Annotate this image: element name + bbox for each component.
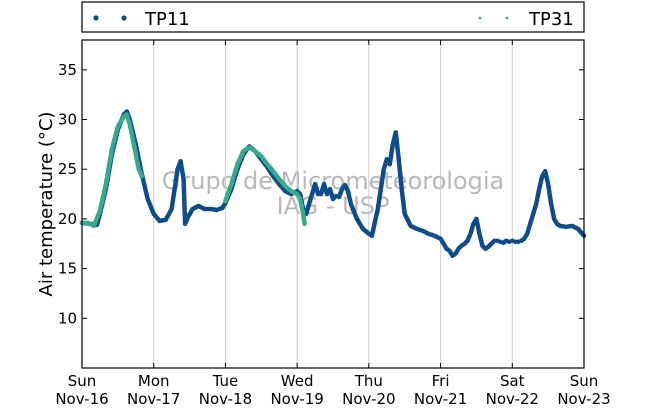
y-tick-label: 35 <box>58 61 77 79</box>
x-tick-label-day: Fri <box>432 372 450 390</box>
legend-marker <box>505 16 509 20</box>
y-axis-label: Air temperature (°C) <box>36 112 57 297</box>
x-tick-label-day: Mon <box>138 372 170 390</box>
legend-marker <box>93 15 99 21</box>
watermark: Grupo de Micrometeorologia IAG - USP <box>162 167 504 220</box>
x-tick-label-date: Nov-21 <box>414 390 467 408</box>
y-tick-label: 25 <box>58 160 77 178</box>
x-tick-label-day: Sun <box>570 372 599 390</box>
x-tick-label-date: Nov-20 <box>342 390 395 408</box>
legend-item-tp31: TP31 <box>478 9 574 30</box>
data-point <box>139 173 145 179</box>
x-tick-label-date: Nov-23 <box>557 390 610 408</box>
y-tick-label: 20 <box>58 210 77 228</box>
plot-frame <box>81 39 585 369</box>
legend-item-tp11: TP11 <box>93 9 190 30</box>
x-tick-label-date: Nov-19 <box>270 390 323 408</box>
legend-marker <box>478 16 482 20</box>
series-tp31 <box>79 112 307 229</box>
legend-box <box>81 1 585 33</box>
y-tick-label: 15 <box>58 260 77 278</box>
x-tick-label-date: Nov-18 <box>199 390 252 408</box>
y-tick-label: 10 <box>58 309 77 327</box>
x-tick-label-date: Nov-17 <box>127 390 180 408</box>
legend-label: TP11 <box>144 9 190 30</box>
legend-label: TP31 <box>528 9 574 30</box>
series-layer <box>79 109 587 258</box>
legend: TP11 TP31 <box>81 1 585 33</box>
watermark-line-1: Grupo de Micrometeorologia <box>162 167 504 195</box>
ticks: SunNov-16MonNov-17TueNov-18WedNov-19ThuN… <box>55 40 611 408</box>
x-tick-label-day: Sat <box>500 372 525 390</box>
x-tick-label-date: Nov-22 <box>486 390 539 408</box>
x-tick-label-date: Nov-16 <box>55 390 108 408</box>
x-tick-label-day: Thu <box>354 372 383 390</box>
x-tick-label-day: Sun <box>68 372 97 390</box>
y-tick-label: 30 <box>58 111 77 129</box>
x-tick-label-day: Wed <box>281 372 314 390</box>
legend-marker <box>121 15 127 21</box>
data-point <box>302 221 307 227</box>
x-tick-label-day: Tue <box>212 372 239 390</box>
